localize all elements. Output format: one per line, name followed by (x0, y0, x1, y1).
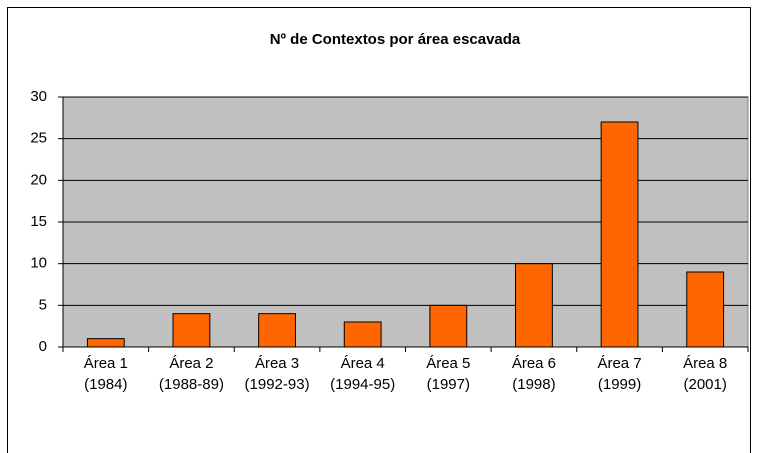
x-tick-label-box: Área 6 (1998) (511, 355, 557, 393)
y-tick-label: 25 (30, 130, 47, 147)
x-tick-label-box: Área 2 (1988-89) (158, 355, 224, 393)
x-tick-label: Área 2 (1988-89) (158, 355, 224, 393)
bar (515, 263, 553, 348)
x-tick-label-box: Área 4 (1994-95) (330, 355, 396, 393)
x-tick-label-box: Área 5 (1997) (426, 355, 471, 393)
bar (86, 338, 125, 348)
chart-title: Nº de Contextos por área escavada (270, 31, 521, 48)
y-tick-label: 0 (39, 338, 47, 355)
x-tick-label: Área 6 (1998) (511, 355, 557, 393)
bar (258, 313, 296, 348)
x-tick-label: Área 4 (1994-95) (330, 355, 396, 393)
x-tick-label: Área 1 (1984) (83, 355, 128, 393)
x-tick-label: Área 5 (1997) (426, 355, 471, 393)
y-tick-label: 15 (30, 213, 47, 230)
bar (343, 321, 382, 348)
x-tick-label-box: Área 8 (2001) (683, 355, 728, 393)
y-tick-label: 30 (30, 88, 47, 105)
x-tick-label: Área 3 (1992-93) (244, 355, 310, 393)
x-tick-label-box: Área 7 (1999) (597, 355, 642, 393)
bar (172, 313, 211, 348)
x-tick-label-box: Área 1 (1984) (83, 355, 128, 393)
bar (686, 271, 725, 348)
x-tick-label: Área 8 (2001) (683, 355, 728, 393)
bar (600, 121, 639, 348)
y-tick-label: 10 (30, 255, 47, 272)
x-tick-label-box: Área 3 (1992-93) (244, 355, 310, 393)
y-tick-label: 5 (39, 296, 47, 313)
y-tick-label: 20 (30, 171, 47, 188)
bar (429, 304, 468, 348)
x-tick-label: Área 7 (1999) (597, 355, 642, 393)
